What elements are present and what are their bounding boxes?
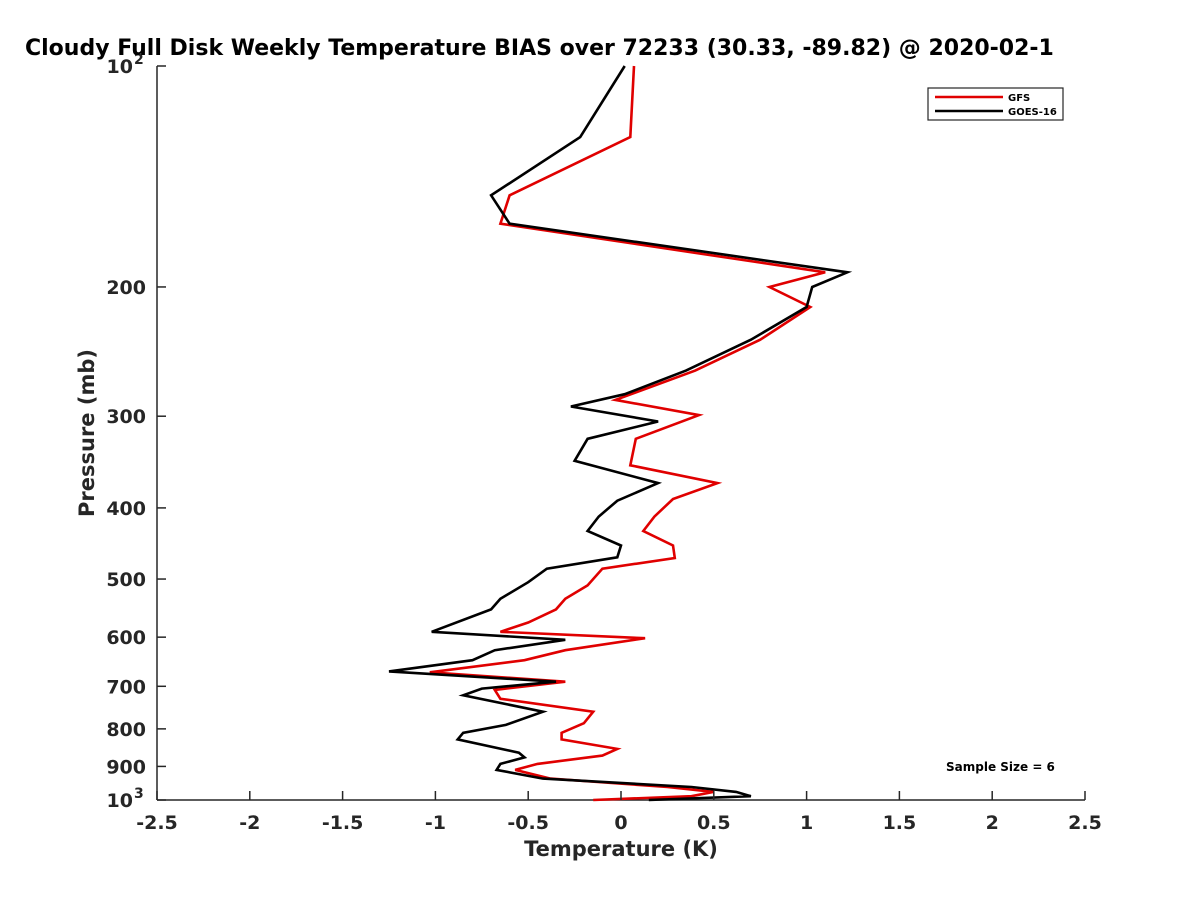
y-tick-label: 10 xyxy=(107,790,133,812)
x-tick-label: 1.5 xyxy=(883,812,917,834)
y-tick-label: 200 xyxy=(106,277,146,299)
x-axis-label: Temperature (K) xyxy=(524,837,718,861)
y-tick-label: 800 xyxy=(106,719,146,741)
y-tick-label: 500 xyxy=(106,569,146,591)
x-tick-label: -2 xyxy=(239,812,260,834)
y-tick-label: 400 xyxy=(106,498,146,520)
x-tick-label: -1.5 xyxy=(322,812,364,834)
x-tick-label: 2 xyxy=(986,812,999,834)
x-tick-label: -1 xyxy=(425,812,446,834)
series-layer xyxy=(388,65,853,802)
legend: GFS GOES-16 xyxy=(927,87,1064,121)
x-tick-label: 0.5 xyxy=(697,812,731,834)
sample-size-annotation: Sample Size = 6 xyxy=(946,760,1055,774)
y-tick-exponent: 3 xyxy=(134,786,144,802)
y-tick-label: 600 xyxy=(106,627,146,649)
series-line-gfs xyxy=(429,65,826,802)
plot-area: -2.5 -2 -1.5 -1 -0.5 0 0.5 1 1.5 2 2.5 10 220030040… xyxy=(106,52,1102,834)
x-tick-label: 2.5 xyxy=(1068,812,1102,834)
x-tick-label: -2.5 xyxy=(136,812,178,834)
x-tick-label: -0.5 xyxy=(507,812,549,834)
y-tick-label: 300 xyxy=(106,406,146,428)
chart-title: Cloudy Full Disk Weekly Temperature BIAS… xyxy=(25,36,1054,61)
x-tick-label: 1 xyxy=(800,812,813,834)
legend-label-gfs: GFS xyxy=(1008,93,1030,104)
y-tick-label: 700 xyxy=(106,676,146,698)
series-line-goes16 xyxy=(388,65,853,802)
x-tick-label: 0 xyxy=(614,812,627,834)
y-tick-label: 900 xyxy=(106,756,146,778)
x-axis-ticks: -2.5 -2 -1.5 -1 -0.5 0 0.5 1 1.5 2 2.5 xyxy=(136,791,1102,834)
y-axis-label: Pressure (mb) xyxy=(75,349,99,517)
y-tick-label: 10 xyxy=(107,56,133,78)
legend-box xyxy=(927,87,1064,121)
legend-label-goes16: GOES-16 xyxy=(1008,107,1057,118)
y-tick-exponent: 2 xyxy=(134,52,144,68)
